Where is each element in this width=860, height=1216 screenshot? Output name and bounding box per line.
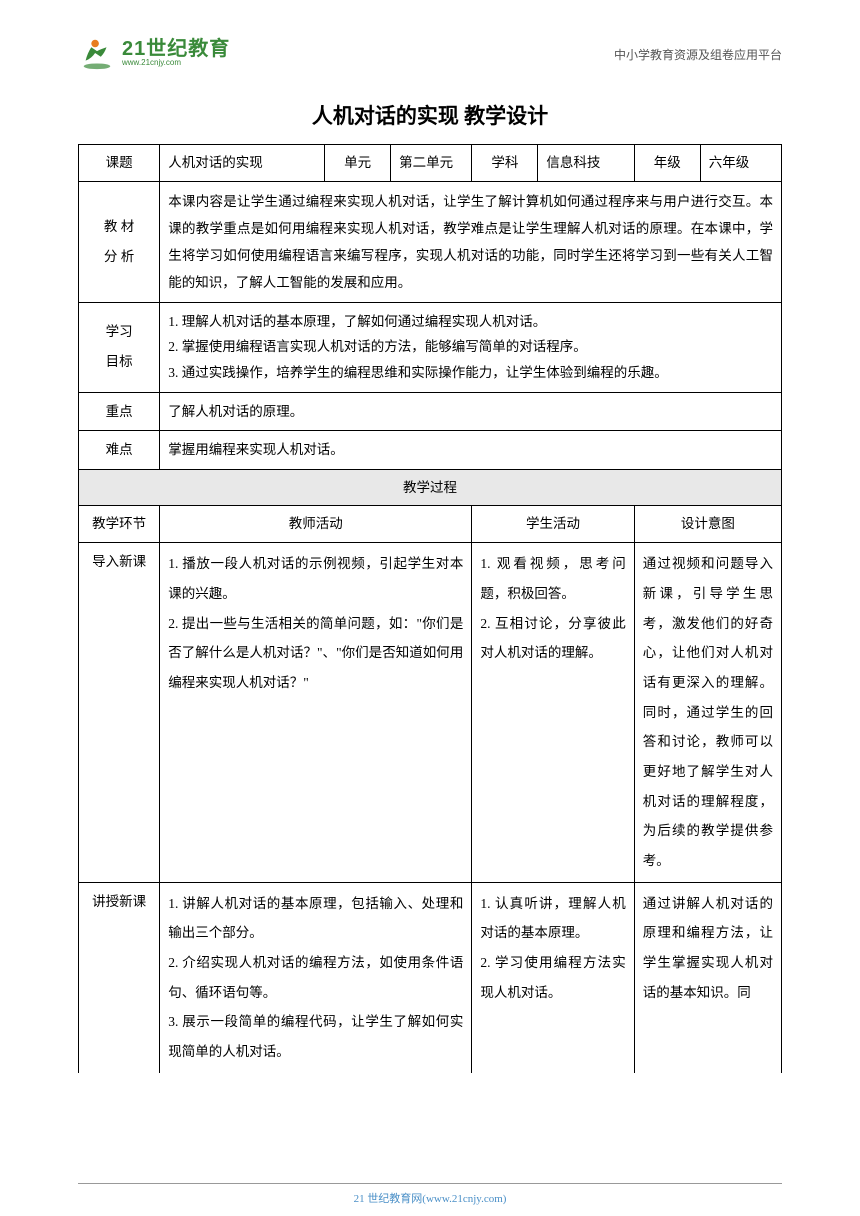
- info-row: 课题 人机对话的实现 单元 第二单元 学科 信息科技 年级 六年级: [79, 145, 782, 182]
- objectives-label: 学习 目标: [79, 302, 160, 392]
- page-footer: 21 世纪教育网(www.21cnjy.com): [78, 1183, 782, 1206]
- column-header-row: 教学环节 教师活动 学生活动 设计意图: [79, 506, 782, 543]
- intro-row: 导入新课 1. 播放一段人机对话的示例视频，引起学生对本课的兴趣。 2. 提出一…: [79, 543, 782, 883]
- teach-intent: 通过讲解人机对话的原理和编程方法，让学生掌握实现人机对话的基本知识。同: [634, 882, 781, 1073]
- intro-student: 1. 观看视频，思考问题，积极回答。 2. 互相讨论，分享彼此对人机对话的理解。: [472, 543, 634, 883]
- intro-intent: 通过视频和问题导入新课，引导学生思考，激发他们的好奇心，让他们对人机对话有更深入…: [634, 543, 781, 883]
- logo-main-text: 21世纪教育: [122, 39, 230, 59]
- grade-value: 六年级: [700, 145, 781, 182]
- header-right-text: 中小学教育资源及组卷应用平台: [614, 34, 782, 63]
- material-content: 本课内容是让学生通过编程来实现人机对话，让学生了解计算机如何通过程序来与用户进行…: [160, 181, 782, 302]
- col-teacher-header: 教师活动: [160, 506, 472, 543]
- intro-stage: 导入新课: [79, 543, 160, 883]
- objectives-label-1: 学习: [106, 324, 133, 339]
- process-header: 教学过程: [79, 469, 782, 506]
- material-label-2: 分 析: [104, 249, 134, 264]
- document-title: 人机对话的实现 教学设计: [78, 100, 782, 130]
- logo-icon: [78, 34, 116, 72]
- difficulty-content: 掌握用编程来实现人机对话。: [160, 431, 782, 470]
- difficulty-label: 难点: [79, 431, 160, 470]
- keypoint-label: 重点: [79, 392, 160, 431]
- teach-student-1: 1. 认真听讲，理解人机对话的基本原理。: [480, 889, 625, 948]
- intro-teacher-2: 2. 提出一些与生活相关的简单问题，如："你们是否了解什么是人机对话？"、"你们…: [168, 609, 463, 698]
- col-stage-header: 教学环节: [79, 506, 160, 543]
- intro-teacher: 1. 播放一段人机对话的示例视频，引起学生对本课的兴趣。 2. 提出一些与生活相…: [160, 543, 472, 883]
- logo-sub-text: www.21cnjy.com: [122, 59, 230, 67]
- teach-stage: 讲授新课: [79, 882, 160, 1073]
- teach-row: 讲授新课 1. 讲解人机对话的基本原理，包括输入、处理和输出三个部分。 2. 介…: [79, 882, 782, 1073]
- objective-item-2: 2. 掌握使用编程语言实现人机对话的方法，能够编写简单的对话程序。: [168, 334, 773, 360]
- intro-student-2: 2. 互相讨论，分享彼此对人机对话的理解。: [480, 609, 625, 668]
- unit-value: 第二单元: [391, 145, 472, 182]
- col-intent-header: 设计意图: [634, 506, 781, 543]
- process-header-row: 教学过程: [79, 469, 782, 506]
- intro-student-1: 1. 观看视频，思考问题，积极回答。: [480, 549, 625, 608]
- keypoint-row: 重点 了解人机对话的原理。: [79, 392, 782, 431]
- topic-value: 人机对话的实现: [160, 145, 325, 182]
- objectives-row: 学习 目标 1. 理解人机对话的基本原理，了解如何通过编程实现人机对话。 2. …: [79, 302, 782, 392]
- intro-teacher-1: 1. 播放一段人机对话的示例视频，引起学生对本课的兴趣。: [168, 549, 463, 608]
- subject-value: 信息科技: [538, 145, 634, 182]
- teach-student-2: 2. 学习使用编程方法实现人机对话。: [480, 948, 625, 1007]
- subject-label: 学科: [472, 145, 538, 182]
- teach-teacher-3: 3. 展示一段简单的编程代码，让学生了解如何实现简单的人机对话。: [168, 1007, 463, 1066]
- teach-student: 1. 认真听讲，理解人机对话的基本原理。 2. 学习使用编程方法实现人机对话。: [472, 882, 634, 1073]
- objective-item-3: 3. 通过实践操作，培养学生的编程思维和实际操作能力，让学生体验到编程的乐趣。: [168, 360, 773, 386]
- objectives-label-2: 目标: [106, 354, 133, 369]
- material-row: 教 材 分 析 本课内容是让学生通过编程来实现人机对话，让学生了解计算机如何通过…: [79, 181, 782, 302]
- teach-teacher: 1. 讲解人机对话的基本原理，包括输入、处理和输出三个部分。 2. 介绍实现人机…: [160, 882, 472, 1073]
- teach-teacher-1: 1. 讲解人机对话的基本原理，包括输入、处理和输出三个部分。: [168, 889, 463, 948]
- difficulty-row: 难点 掌握用编程来实现人机对话。: [79, 431, 782, 470]
- teach-teacher-2: 2. 介绍实现人机对话的编程方法，如使用条件语句、循环语句等。: [168, 948, 463, 1007]
- material-label-1: 教 材: [104, 219, 134, 234]
- keypoint-content: 了解人机对话的原理。: [160, 392, 782, 431]
- grade-label: 年级: [634, 145, 700, 182]
- lesson-plan-table: 课题 人机对话的实现 单元 第二单元 学科 信息科技 年级 六年级 教 材 分 …: [78, 144, 782, 1073]
- unit-label: 单元: [325, 145, 391, 182]
- col-student-header: 学生活动: [472, 506, 634, 543]
- logo-area: 21世纪教育 www.21cnjy.com: [78, 34, 230, 72]
- page-header: 21世纪教育 www.21cnjy.com 中小学教育资源及组卷应用平台: [78, 34, 782, 72]
- material-label: 教 材 分 析: [79, 181, 160, 302]
- logo-text: 21世纪教育 www.21cnjy.com: [122, 39, 230, 67]
- objective-item-1: 1. 理解人机对话的基本原理，了解如何通过编程实现人机对话。: [168, 309, 773, 335]
- topic-label: 课题: [79, 145, 160, 182]
- objectives-content: 1. 理解人机对话的基本原理，了解如何通过编程实现人机对话。 2. 掌握使用编程…: [160, 302, 782, 392]
